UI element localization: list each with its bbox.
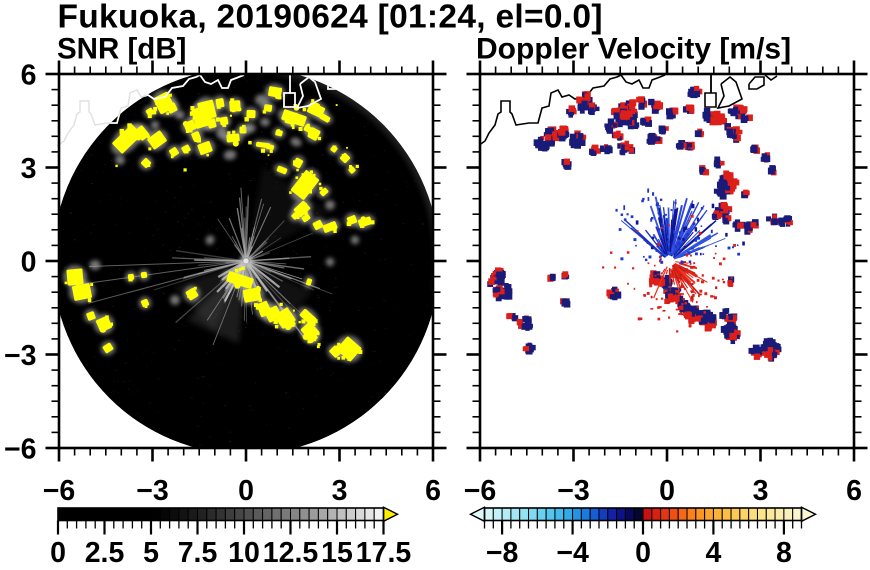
svg-text:4: 4 [705, 537, 721, 569]
svg-text:7.5: 7.5 [178, 537, 218, 569]
svg-text:−4: −4 [556, 537, 589, 569]
svg-text:SNR [dB]: SNR [dB] [57, 32, 186, 65]
svg-text:10: 10 [228, 537, 260, 569]
svg-text:−8: −8 [486, 537, 519, 569]
svg-text:−3: −3 [557, 475, 590, 507]
svg-text:12.5: 12.5 [263, 537, 319, 569]
svg-text:0: 0 [659, 475, 675, 507]
svg-text:−3: −3 [4, 340, 37, 372]
svg-text:0: 0 [238, 475, 254, 507]
svg-text:−6: −6 [464, 475, 497, 507]
svg-text:Fukuoka, 20190624 [01:24, el=0: Fukuoka, 20190624 [01:24, el=0.0] [58, 0, 603, 36]
svg-text:−3: −3 [136, 475, 169, 507]
svg-text:0: 0 [635, 537, 651, 569]
svg-text:−6: −6 [4, 433, 37, 465]
svg-text:5: 5 [143, 537, 159, 569]
svg-text:6: 6 [846, 475, 862, 507]
svg-text:0: 0 [21, 246, 37, 278]
svg-text:−6: −6 [43, 475, 76, 507]
svg-text:8: 8 [776, 537, 792, 569]
svg-text:2.5: 2.5 [85, 537, 125, 569]
svg-text:0: 0 [50, 537, 66, 569]
svg-text:15: 15 [321, 537, 353, 569]
svg-text:17.5: 17.5 [356, 537, 412, 569]
svg-text:3: 3 [753, 475, 769, 507]
svg-text:3: 3 [332, 475, 348, 507]
svg-text:Doppler Velocity [m/s]: Doppler Velocity [m/s] [476, 32, 791, 65]
svg-text:6: 6 [425, 475, 441, 507]
svg-text:3: 3 [21, 153, 37, 185]
svg-text:6: 6 [21, 59, 37, 91]
